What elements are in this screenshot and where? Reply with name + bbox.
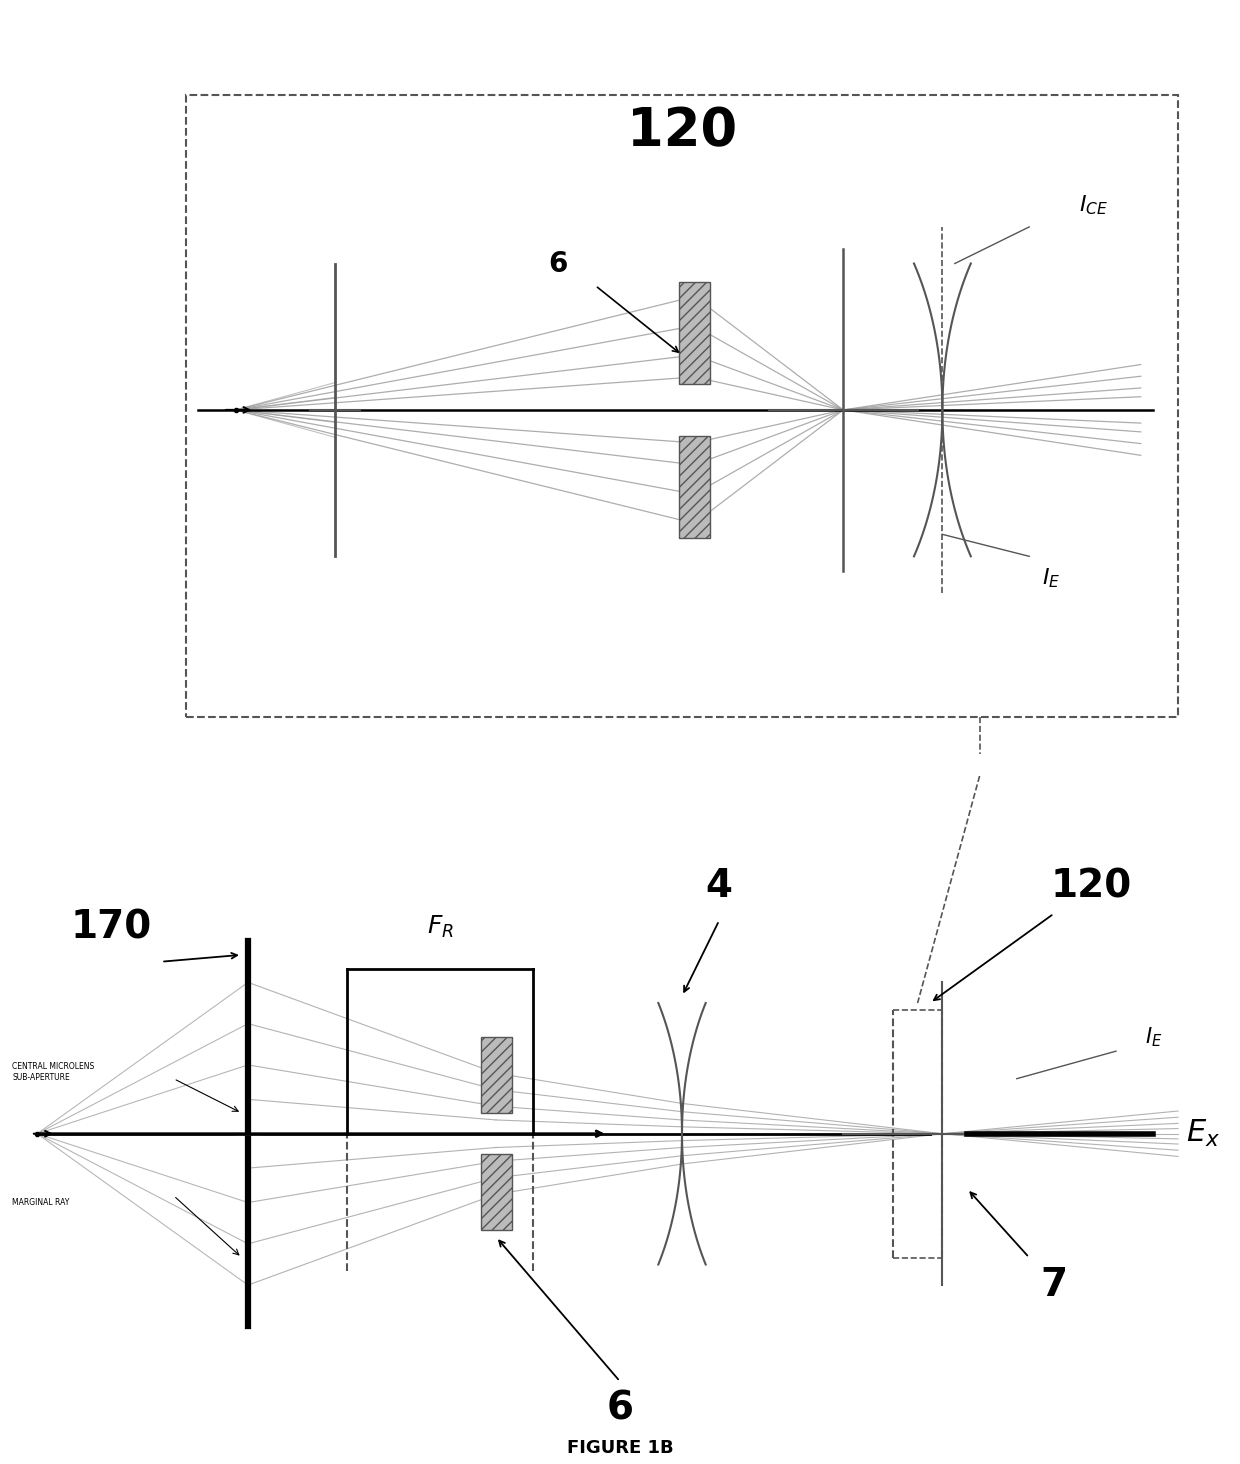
Text: 6: 6 bbox=[548, 249, 568, 278]
Text: $E_x$: $E_x$ bbox=[1185, 1118, 1220, 1149]
Text: 120: 120 bbox=[627, 105, 737, 158]
Bar bbox=[680, 436, 709, 539]
Bar bbox=[481, 1154, 511, 1230]
Bar bbox=[481, 1038, 511, 1113]
Text: $F_R$: $F_R$ bbox=[427, 914, 454, 940]
Text: $I_{CE}$: $I_{CE}$ bbox=[1079, 193, 1109, 217]
Text: $I_E$: $I_E$ bbox=[1145, 1026, 1162, 1050]
Text: 120: 120 bbox=[1050, 867, 1132, 905]
Text: MARGINAL RAY: MARGINAL RAY bbox=[12, 1198, 69, 1206]
Bar bbox=[680, 283, 709, 385]
Text: 170: 170 bbox=[71, 908, 153, 946]
Text: 7: 7 bbox=[1040, 1266, 1068, 1304]
Text: $I_E$: $I_E$ bbox=[1042, 567, 1060, 590]
Text: 4: 4 bbox=[706, 867, 733, 905]
Text: 6: 6 bbox=[606, 1389, 634, 1427]
Text: CENTRAL MICROLENS
SUB-APERTURE: CENTRAL MICROLENS SUB-APERTURE bbox=[12, 1061, 94, 1082]
Text: FIGURE 1B: FIGURE 1B bbox=[567, 1439, 673, 1457]
